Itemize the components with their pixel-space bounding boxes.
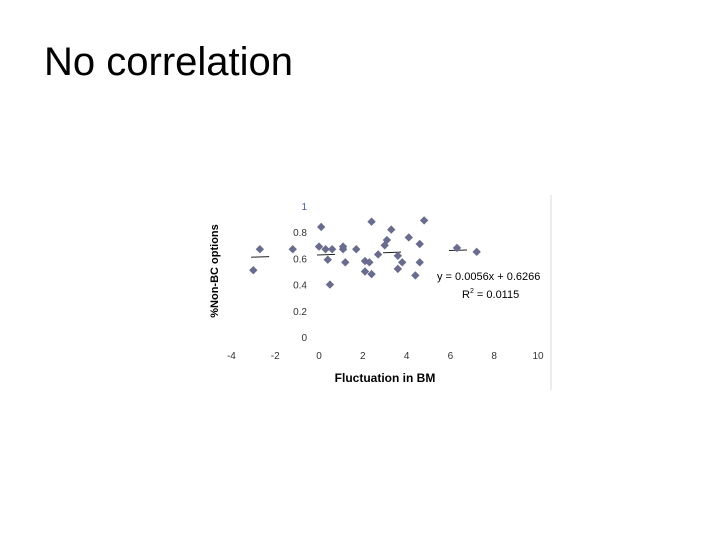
y-tick-labels: 0 0.2 0.4 0.6 0.8 1 (293, 202, 307, 344)
data-point (367, 269, 376, 279)
data-point (419, 216, 429, 225)
y-tick-label: 1 (301, 202, 307, 213)
data-point (323, 255, 332, 264)
data-point (415, 258, 424, 267)
x-tick-label: 0 (316, 351, 322, 362)
data-point (373, 250, 383, 259)
y-tick-label: 0.8 (293, 228, 307, 239)
data-point (365, 258, 374, 267)
data-point (367, 217, 376, 226)
data-points (249, 216, 481, 289)
data-point (321, 245, 330, 254)
data-point (382, 235, 392, 245)
x-tick-label: -4 (227, 351, 236, 362)
x-tick-label: 10 (532, 351, 544, 362)
data-point (393, 264, 403, 274)
x-axis-label: Fluctuation in BM (335, 371, 436, 385)
data-point (316, 222, 326, 232)
slide-title: No correlation (44, 40, 294, 84)
data-point (472, 247, 481, 257)
x-tick-label: 6 (448, 351, 454, 362)
trendline (251, 248, 484, 258)
data-point (288, 245, 297, 254)
data-point (393, 251, 403, 260)
data-point (404, 233, 413, 242)
x-tick-labels: -4 -2 0 2 4 6 8 10 (227, 351, 544, 362)
data-point (314, 242, 324, 251)
r-squared-label: R2 = 0.0115 (462, 288, 519, 301)
data-point (387, 225, 396, 234)
y-tick-label: 0.6 (293, 254, 307, 265)
y-tick-label: 0.4 (293, 281, 307, 292)
data-point (398, 258, 407, 267)
x-tick-label: -2 (271, 351, 280, 362)
y-tick-label: 0.2 (293, 307, 307, 318)
y-axis-label: %Non-BC options (209, 224, 221, 317)
x-tick-label: 2 (360, 351, 366, 362)
data-point (415, 239, 424, 249)
data-point (360, 267, 370, 276)
data-point (249, 265, 258, 275)
data-point (325, 280, 335, 289)
data-point (327, 245, 337, 254)
x-tick-label: 8 (491, 351, 497, 362)
data-point (352, 245, 361, 254)
x-tick-label: 4 (404, 351, 410, 362)
data-point (452, 243, 462, 253)
data-point (411, 271, 420, 280)
trendline-equation: y = 0.0056x + 0.6266 (437, 271, 540, 283)
trendline-segment (251, 248, 484, 258)
data-point (341, 258, 350, 267)
data-point (338, 242, 348, 251)
y-tick-label: 0 (301, 333, 307, 344)
data-point (255, 245, 265, 254)
